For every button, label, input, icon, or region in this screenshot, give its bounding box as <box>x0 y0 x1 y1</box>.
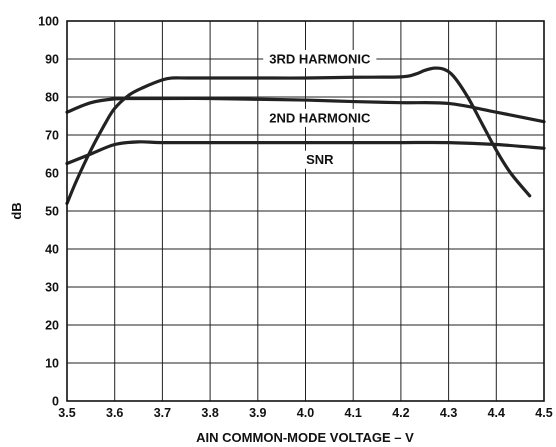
y-tick-label: 30 <box>45 281 59 295</box>
y-tick-labels: 0 10 20 30 40 50 60 70 80 90 100 <box>38 15 59 409</box>
x-tick-label: 3.9 <box>249 406 266 420</box>
x-tick-label: 4.2 <box>392 406 409 420</box>
series-labels: 3RD HARMONIC 2ND HARMONIC SNR <box>263 50 377 169</box>
series-label-background <box>263 108 377 127</box>
y-tick-label: 60 <box>45 167 59 181</box>
series-label-group: 2ND HARMONIC <box>263 108 377 127</box>
x-tick-labels: 3.5 3.6 3.7 3.8 3.9 4.0 4.1 4.2 4.3 4.4 4.5 <box>58 406 552 420</box>
x-tick-label: 3.6 <box>106 406 123 420</box>
y-tick-label: 40 <box>45 243 59 257</box>
y-tick-label: 90 <box>45 53 59 67</box>
series-label: SNR <box>306 152 334 167</box>
y-tick-label: 100 <box>38 15 59 29</box>
plot-frame <box>66 20 545 402</box>
y-tick-label: 80 <box>45 91 59 105</box>
y-tick-label: 50 <box>45 205 59 219</box>
x-tick-label: 3.8 <box>201 406 218 420</box>
series-label-background <box>263 50 377 68</box>
x-tick-label: 3.5 <box>58 406 75 420</box>
y-tick-label: 10 <box>45 357 59 371</box>
x-tick-label: 3.7 <box>154 406 171 420</box>
series-label-background <box>300 150 340 169</box>
series-label-group: 3RD HARMONIC <box>263 50 377 68</box>
series-line-snr <box>65 140 546 166</box>
series-lines <box>65 66 546 205</box>
x-axis-label: AIN COMMON-MODE VOLTAGE – V <box>196 430 414 445</box>
y-tick-label: 20 <box>45 319 59 333</box>
series-line-3rd-harmonic <box>65 66 532 205</box>
series-label: 3RD HARMONIC <box>269 52 371 67</box>
series-label: 2ND HARMONIC <box>269 110 371 125</box>
y-axis-label: dB <box>9 202 24 219</box>
series-label-group: SNR <box>300 150 340 169</box>
y-tick-label: 70 <box>45 129 59 143</box>
x-tick-label: 4.5 <box>535 406 552 420</box>
x-tick-label: 4.0 <box>297 406 314 420</box>
x-tick-label: 4.3 <box>440 406 457 420</box>
series-line-2nd-harmonic <box>65 96 546 124</box>
x-tick-label: 4.1 <box>345 406 362 420</box>
y-tick-label: 0 <box>52 395 59 409</box>
x-tick-label: 4.4 <box>488 406 505 420</box>
